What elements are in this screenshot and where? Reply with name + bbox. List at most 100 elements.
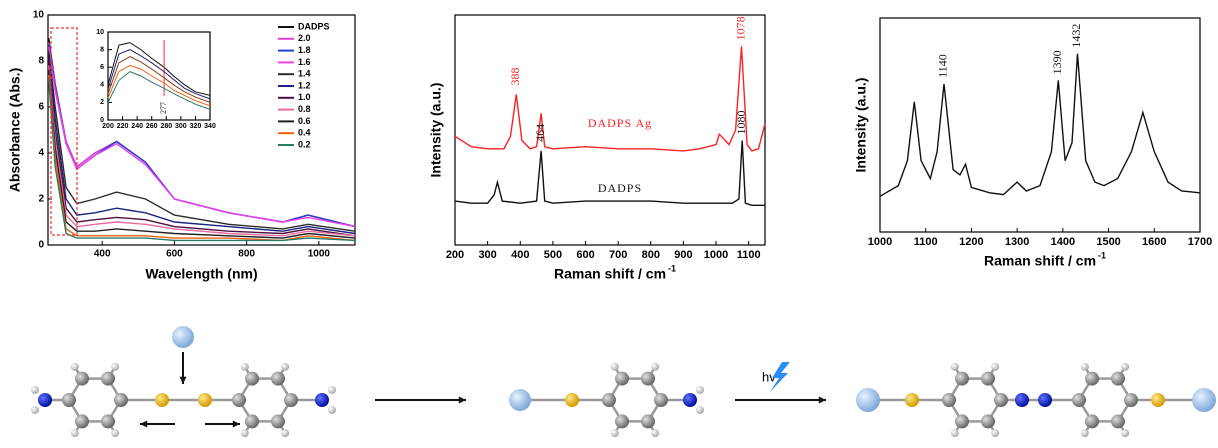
x-tick-label: 1700 bbox=[1188, 236, 1212, 248]
hydrogen bbox=[1121, 363, 1129, 371]
nitrogen bbox=[1038, 393, 1052, 407]
carbon bbox=[1111, 414, 1125, 428]
y-axis-title: Intensity (a.u.) bbox=[853, 78, 869, 173]
carbon bbox=[62, 393, 76, 407]
carbon bbox=[114, 393, 128, 407]
legend-label: 1.2 bbox=[298, 80, 311, 90]
y-tick-label: 8 bbox=[38, 56, 44, 67]
hydrogen bbox=[991, 429, 999, 437]
x-tick-label: 1200 bbox=[959, 236, 983, 248]
arrow-head bbox=[180, 377, 187, 384]
carbon bbox=[1111, 372, 1125, 386]
silver bbox=[509, 389, 531, 411]
silver bbox=[172, 326, 194, 348]
x-tick-label: 1000 bbox=[704, 249, 728, 261]
x-tick-label: 340 bbox=[204, 123, 216, 130]
x-tick-label: 320 bbox=[190, 123, 202, 130]
sulfur bbox=[155, 393, 169, 407]
carbon bbox=[75, 414, 89, 428]
x-tick-label: 500 bbox=[544, 249, 562, 261]
carbon bbox=[245, 372, 259, 386]
hydrogen bbox=[31, 386, 39, 394]
peak-label: 1390 bbox=[1050, 50, 1064, 74]
sulfur bbox=[1151, 393, 1165, 407]
legend-label: 0.4 bbox=[298, 128, 311, 138]
nitrogen bbox=[1015, 393, 1029, 407]
legend-label: 0.2 bbox=[298, 139, 311, 149]
x-tick-label: 800 bbox=[238, 249, 255, 260]
legend-label: DADPS bbox=[298, 21, 330, 31]
peak-label: 277 bbox=[159, 102, 168, 114]
hydrogen bbox=[1081, 363, 1089, 371]
legend-label: 1.8 bbox=[298, 45, 311, 55]
carbon bbox=[981, 414, 995, 428]
peak-label: 464 bbox=[533, 124, 547, 142]
lightning bbox=[770, 362, 790, 392]
y-axis-title: Absorbance (Abs.) bbox=[7, 68, 23, 192]
x-tick-label: 700 bbox=[609, 249, 627, 261]
series-label: DADPS Ag bbox=[588, 116, 652, 130]
sulfur bbox=[198, 393, 212, 407]
arrow-head bbox=[819, 397, 826, 404]
carbon bbox=[641, 414, 655, 428]
x-tick-label: 1100 bbox=[914, 236, 938, 248]
x-tick-label: 1400 bbox=[1051, 236, 1075, 248]
x-tick-label: 1100 bbox=[737, 249, 761, 261]
carbon bbox=[284, 393, 298, 407]
y-tick-label: 2 bbox=[100, 99, 104, 106]
legend-label: 2.0 bbox=[298, 33, 311, 43]
x-tick-label: 300 bbox=[175, 123, 187, 130]
carbon bbox=[981, 372, 995, 386]
hydrogen bbox=[651, 429, 659, 437]
carbon bbox=[101, 372, 115, 386]
y-tick-label: 6 bbox=[38, 102, 44, 113]
hydrogen bbox=[951, 429, 959, 437]
x-axis-title: Wavelength (nm) bbox=[145, 266, 257, 282]
hydrogen bbox=[1081, 429, 1089, 437]
hydrogen bbox=[31, 406, 39, 414]
legend-label: 0.6 bbox=[298, 116, 311, 126]
carbon bbox=[1072, 393, 1086, 407]
y-tick-label: 0 bbox=[100, 117, 104, 124]
series-label: DADPS bbox=[598, 181, 642, 195]
y-tick-label: 0 bbox=[38, 240, 44, 251]
hydrogen bbox=[111, 363, 119, 371]
carbon bbox=[641, 372, 655, 386]
x-axis-title: Raman shift / cm bbox=[554, 266, 666, 282]
x-tick-label: 240 bbox=[131, 123, 143, 130]
hydrogen bbox=[71, 363, 79, 371]
y-axis-title: Intensity (a.u.) bbox=[428, 83, 444, 178]
peak-label: 1140 bbox=[936, 54, 950, 78]
carbon bbox=[271, 414, 285, 428]
y-tick-label: 6 bbox=[100, 64, 104, 71]
y-tick-label: 10 bbox=[33, 10, 45, 21]
plot-frame bbox=[880, 18, 1200, 232]
x-tick-label: 600 bbox=[166, 249, 183, 260]
figure: hv 40060080010000246810DADPS2.01.81.61.4… bbox=[0, 0, 1218, 448]
x-tick-label: 600 bbox=[576, 249, 594, 261]
y-tick-label: 4 bbox=[38, 148, 44, 159]
x-tick-label: 1600 bbox=[1142, 236, 1166, 248]
hydrogen bbox=[71, 429, 79, 437]
hydrogen bbox=[611, 429, 619, 437]
silver bbox=[856, 388, 880, 412]
carbon bbox=[615, 372, 629, 386]
hydrogen bbox=[281, 363, 289, 371]
legend-label: 1.4 bbox=[298, 69, 311, 79]
carbon bbox=[1085, 414, 1099, 428]
x-axis-title-sup: -1 bbox=[1098, 250, 1106, 260]
x-tick-label: 1500 bbox=[1096, 236, 1120, 248]
sulfur bbox=[905, 393, 919, 407]
hydrogen bbox=[281, 429, 289, 437]
legend-label: 1.6 bbox=[298, 57, 311, 67]
hydrogen bbox=[328, 406, 336, 414]
y-tick-label: 8 bbox=[100, 46, 104, 53]
carbon bbox=[1124, 393, 1138, 407]
hydrogen bbox=[991, 363, 999, 371]
carbon bbox=[955, 372, 969, 386]
x-tick-label: 1300 bbox=[1005, 236, 1029, 248]
y-tick-label: 10 bbox=[96, 29, 104, 36]
x-axis-title-sup: -1 bbox=[668, 263, 676, 273]
carbon bbox=[245, 414, 259, 428]
x-tick-label: 220 bbox=[117, 123, 129, 130]
